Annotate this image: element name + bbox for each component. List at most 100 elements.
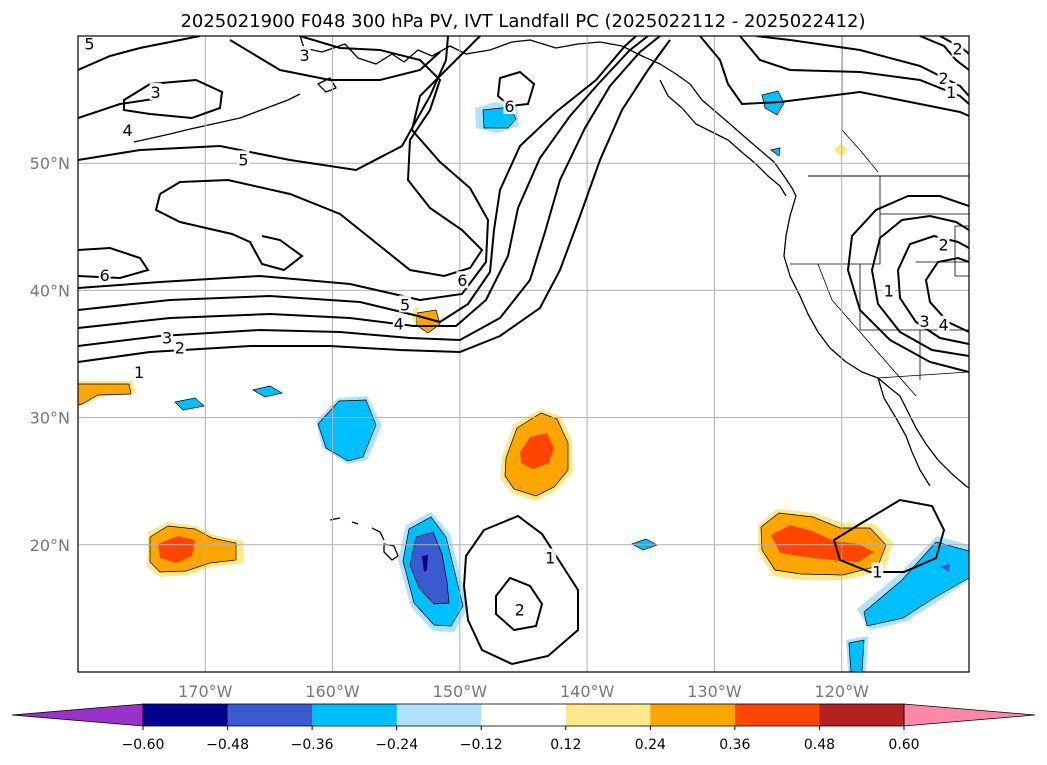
pv-contour-north [78, 39, 441, 119]
lon-tick-label: 160°W [305, 682, 360, 701]
contour-label: 4 [938, 316, 948, 335]
contour-label: 6 [100, 266, 110, 285]
contour-label: 3 [151, 83, 161, 102]
map-frame [77, 35, 970, 673]
longitude-labels: 170°W 160°W 150°W 140°W 130°W 120°W [178, 682, 869, 701]
pv-contour-6 [78, 246, 150, 280]
colorbar-bin [734, 704, 820, 726]
contour-label: 6 [504, 97, 514, 116]
negative-anomaly-mexico-south-min [940, 564, 950, 572]
contour-label: 1 [884, 281, 894, 300]
pv-contour-nw [78, 36, 201, 71]
negative-anomaly-165w-32n [252, 385, 283, 398]
colorbar-tick-label: −0.48 [206, 737, 249, 753]
contour-label: 2 [175, 339, 185, 358]
contour-label-bg [918, 311, 931, 329]
pv-contour-west-us-3 [896, 234, 969, 345]
gridlines [78, 36, 969, 672]
colorbar-tick-label: 0.48 [804, 737, 835, 753]
contour-label-bg [161, 328, 174, 346]
contour-label-bg [133, 362, 146, 380]
contour-label-bg [937, 68, 950, 86]
positive-anomaly-north-idaho [834, 143, 848, 157]
contour-label: 2 [938, 236, 948, 255]
lat-tick-label: 30°N [30, 409, 70, 428]
contour-label: 4 [123, 121, 133, 140]
colorbar-tick-label: −0.60 [122, 737, 165, 753]
colorbar-tick-label: 0.24 [635, 737, 666, 753]
contour-label: 1 [872, 563, 882, 582]
positive-anomaly-145w-core [520, 433, 554, 469]
contour-label-bg [392, 314, 405, 332]
lat-tick-label: 20°N [30, 536, 70, 555]
colorbar-over-extension [903, 703, 1036, 727]
contour-label: 5 [84, 35, 94, 54]
colorbar-tick-label: 0.36 [719, 737, 750, 753]
contour-label-bg [121, 121, 134, 139]
lon-tick-label: 130°W [687, 682, 742, 701]
contour-label-bg [83, 36, 96, 52]
contour-label-bg [544, 548, 557, 566]
contour-label-bg [456, 271, 469, 289]
contour-label-bg [871, 562, 884, 580]
coastline-inside-passage [659, 79, 787, 197]
pv-contour-5 [78, 36, 490, 302]
pv-contour-6-gulf [496, 70, 536, 108]
lon-tick-label: 140°W [560, 682, 615, 701]
colorbar-bin [481, 704, 567, 726]
figure-title: 2025021900 F048 300 hPa PV, IVT Landfall… [180, 11, 865, 32]
contour-label-bg [882, 281, 895, 299]
contour-label: 3 [919, 312, 929, 331]
colorbar-bin [143, 704, 229, 726]
pv-contour-3-aleutian [123, 78, 224, 120]
colorbar-tick-label: −0.24 [375, 737, 418, 753]
pv-contour-4 [78, 36, 637, 324]
contour-label: 1 [946, 83, 956, 102]
colorbar-tick-label: 0.60 [888, 737, 919, 753]
contour-label-bg [503, 96, 516, 114]
contour-label-bg [513, 600, 526, 618]
latitude-labels: 20°N 30°N 40°N 50°N [30, 154, 70, 555]
contour-label-bg [937, 235, 950, 253]
pv-contour-ne-4 [919, 36, 969, 71]
negative-anomaly-12n-120w-core [848, 639, 865, 672]
coastline-baja [877, 377, 931, 487]
lon-tick-label: 120°W [815, 682, 870, 701]
positive-anomaly-170w-core [158, 536, 195, 563]
pv-contour-5-west [78, 36, 449, 172]
coastline-aleutians [133, 93, 301, 143]
contour-label: 3 [299, 46, 309, 65]
coastlines [133, 36, 969, 561]
negative-anomaly-bc-coast-2 [770, 147, 781, 157]
hawaii-islands [329, 517, 399, 561]
pv-contours [78, 36, 969, 666]
pv-contour-1 [78, 39, 671, 363]
negative-anomaly-152w-hawaii-min [422, 555, 428, 572]
pv-contour-sub-1 [462, 514, 579, 666]
pv-contour-west-us-2 [870, 214, 969, 357]
colorbar-bin [650, 704, 736, 726]
contour-label: 1 [134, 363, 144, 382]
colorbar-bin [396, 704, 482, 726]
contour-label: 5 [238, 150, 248, 169]
pv-contour-6-inner [154, 193, 304, 272]
contour-label-bg [298, 46, 311, 64]
colorbar-bin [312, 704, 398, 726]
contour-label: 1 [545, 549, 555, 568]
pv-contour-sub-3 [832, 498, 946, 573]
colorbar-under-extension [11, 703, 144, 727]
contour-label: 2 [952, 40, 962, 59]
pv-contour-6-mid [159, 36, 484, 278]
pv-contour-sub-2 [495, 576, 544, 632]
coastline-alaska [299, 36, 797, 197]
lon-tick-label: 150°W [433, 682, 488, 701]
colorbar-tick-label: 0.12 [550, 737, 581, 753]
coastline-us-west [783, 195, 969, 489]
lat-tick-label: 40°N [30, 281, 70, 300]
contour-label: 4 [394, 314, 404, 333]
contour-label: 6 [457, 271, 467, 290]
contour-label: 3 [162, 328, 172, 347]
colorbar-bin [565, 704, 651, 726]
